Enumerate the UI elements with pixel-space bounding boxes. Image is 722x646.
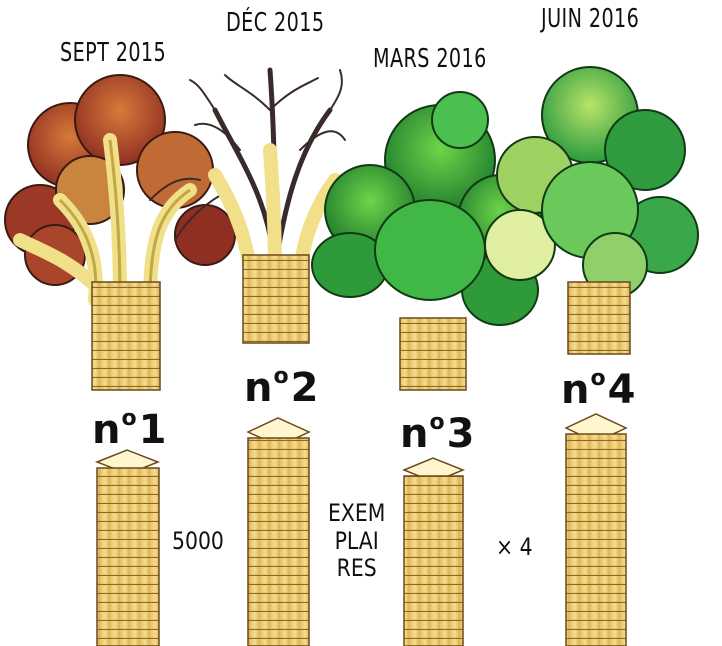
print-run-word: EXEM PLAI RES <box>328 499 386 583</box>
tree-3-root-stack <box>399 317 467 391</box>
tree-3-foliage <box>311 91 543 326</box>
issue-4-number: no4 <box>561 366 636 413</box>
issue-2-number: no2 <box>244 364 319 411</box>
stack-4 <box>564 413 628 646</box>
issue-1-date: SEPT 2015 <box>60 38 167 68</box>
tree-4-foliage <box>484 66 699 298</box>
issue-4-date: JUIN 2016 <box>541 4 640 34</box>
issue-3-number: no3 <box>400 410 475 457</box>
tree-1-root-stack <box>91 281 161 391</box>
issue-1-number: no1 <box>92 406 167 453</box>
issue-2-date: DÉC 2015 <box>226 8 325 38</box>
stack-3 <box>402 457 465 646</box>
tree-4-root-stack <box>567 281 631 355</box>
issue-3-date: MARS 2016 <box>373 44 487 74</box>
tree-2-root-stack <box>242 254 310 344</box>
print-run-count: 5000 <box>172 527 224 555</box>
stack-1 <box>94 449 161 646</box>
stack-2 <box>246 417 311 646</box>
tree-1-trunk <box>13 133 197 307</box>
multiplier-label: × 4 <box>496 533 533 561</box>
